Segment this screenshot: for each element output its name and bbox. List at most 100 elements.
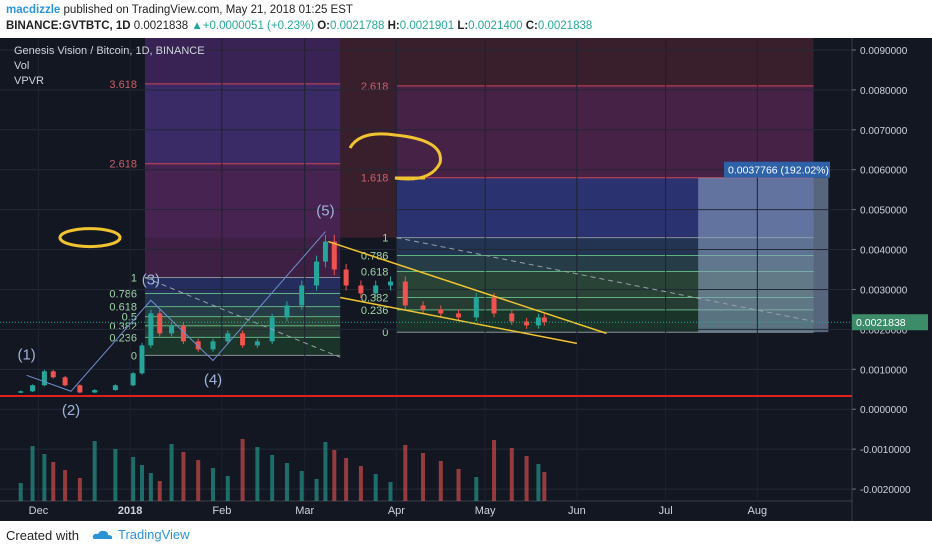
candle-body [225, 333, 231, 342]
low-label: L: [457, 20, 469, 32]
price-tag-text: 0.0021838 [856, 317, 906, 329]
candle-body [62, 377, 68, 386]
high-label: H: [387, 20, 400, 32]
candle-body [491, 297, 497, 314]
candle-body [30, 385, 36, 392]
fib-left-zone-4 [144, 293, 341, 307]
volume-bar [30, 446, 35, 501]
fib-right-level-label: 1.618 [361, 173, 389, 185]
tradingview-logo[interactable]: TradingView [92, 527, 190, 542]
published-text: published on TradingView.com, May 21, 20… [63, 4, 353, 16]
x-tick-label: Aug [748, 505, 768, 517]
fib-right-level-label: 0.618 [361, 267, 389, 279]
fib-left-zone-5 [144, 277, 341, 294]
elliott-wave-line [26, 231, 326, 392]
volume-bar [140, 465, 144, 501]
fib-right-trend-dashed [396, 237, 814, 322]
candle-body [358, 285, 364, 294]
legend-vol[interactable]: Vol [14, 60, 30, 72]
legend-title: Genesis Vision / Bitcoin, 1D, BINANCE [14, 45, 205, 57]
price-tag-bg [724, 161, 830, 178]
candle-body [148, 313, 154, 346]
volume-bar [42, 454, 47, 501]
candle-body [139, 345, 145, 374]
x-tick-label: Jun [568, 505, 586, 517]
wave-label: (4) [204, 371, 222, 388]
y-tick-label: 0.0070000 [860, 126, 908, 137]
y-tick-label: 0.0000000 [860, 405, 908, 416]
price-tag-text: 0.0037766 (192.02%) [728, 165, 829, 177]
last-price: 0.0021838 [133, 20, 189, 32]
volume-bar [456, 469, 461, 501]
volume-bar [240, 439, 245, 501]
volume-bar [113, 449, 118, 501]
chart-canvas[interactable]: 0 0.236 0.382 0.5 0.618 0.786 1 2.618 3.618 0 0.23… [0, 38, 932, 521]
volume-bar [131, 457, 136, 501]
low-value: 0.0021400 [468, 20, 523, 32]
wave-label: (5) [316, 203, 334, 220]
close-value: 0.0021838 [537, 20, 593, 32]
volume-bar [358, 466, 363, 501]
volume-bar [169, 444, 174, 501]
volume-bar [373, 474, 378, 501]
candle-body [322, 241, 328, 262]
fib-right-level-label: 0.236 [361, 305, 389, 317]
y-tick-label: -0.0010000 [860, 445, 911, 456]
candle-body [112, 385, 118, 391]
close-label: C: [525, 20, 538, 32]
volume-bar [542, 472, 547, 501]
candle-body [254, 341, 260, 346]
symbol-label: BINANCE:GVTBTC, 1D [6, 20, 131, 32]
volume-bar [77, 478, 82, 501]
candle-body [473, 297, 479, 318]
fib-left-level-label: 1 [131, 273, 137, 285]
price-change: +0.0000051 (+0.23%) [202, 20, 315, 32]
footer-bar: Created with TradingView [0, 521, 932, 550]
y-tick-label: 0.0060000 [860, 166, 908, 177]
username-link[interactable]: macdizzle [6, 4, 61, 16]
candle-body [77, 385, 83, 393]
y-tick-label: 0.0090000 [860, 46, 908, 57]
fib-right-level-label: 1 [382, 233, 388, 245]
candle-body [456, 313, 462, 318]
candle-body [420, 305, 426, 310]
fib-left-zone-7 [144, 83, 341, 164]
fib-left-level-label: 0 [131, 350, 137, 362]
volume-bar [524, 456, 529, 501]
publisher-line: macdizzle published on TradingView.com, … [6, 4, 353, 16]
wedge-upper-line [328, 240, 607, 335]
projection-box [698, 177, 829, 333]
candle-body [299, 285, 305, 306]
volume-bar [323, 442, 328, 501]
candle-body [331, 241, 337, 270]
fib-left-zone-3 [144, 306, 341, 317]
price-tag-bg [852, 314, 928, 331]
circle-annotation-1618 [348, 132, 442, 181]
candle-body [50, 371, 56, 378]
wave-label: (2) [62, 402, 80, 419]
legend-vpvr[interactable]: VPVR [14, 75, 44, 87]
x-tick-label: May [475, 505, 496, 517]
volume-bar [211, 468, 215, 501]
volume-bar [18, 483, 23, 501]
volume-bar [474, 477, 479, 501]
candle-body [509, 313, 515, 322]
cloud-icon [92, 530, 113, 539]
volume-bar [255, 447, 260, 501]
fib-left-level-label: 2.618 [109, 159, 137, 171]
price-axis-bg [852, 38, 932, 521]
volume-bar [270, 455, 275, 501]
fib-left-level-label: 0.618 [109, 302, 137, 314]
open-value: 0.0021788 [330, 20, 385, 32]
fib-left-level-label: 0.786 [109, 288, 137, 300]
volume-bar [314, 479, 319, 501]
candle-body [388, 281, 393, 286]
candle-body [240, 333, 246, 346]
x-tick-label: Mar [295, 505, 314, 517]
candle-body [373, 285, 379, 294]
ohlc-line: BINANCE:GVTBTC, 1D 0.0021838 ▲+0.0000051… [6, 20, 592, 32]
price-chart-svg[interactable]: 00.2360.3820.50.6180.78612.6183.61800.23… [0, 38, 932, 521]
volume-bar [157, 481, 162, 501]
high-value: 0.0021901 [399, 20, 455, 32]
volume-bar [421, 453, 426, 501]
